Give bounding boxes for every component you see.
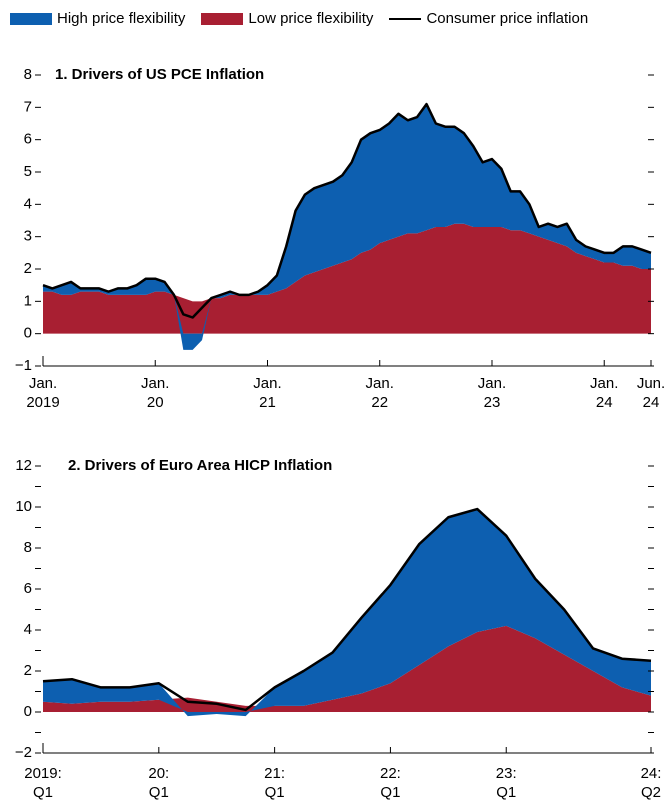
y-tick-label: 7 <box>24 98 32 115</box>
y-tick-label: 0 <box>24 703 32 720</box>
legend-item: High price flexibility <box>10 10 185 27</box>
y-tick-label: 6 <box>24 580 32 597</box>
area <box>43 509 651 717</box>
legend-swatch <box>201 12 244 25</box>
x-tick-label: Jan. 21 <box>253 375 282 411</box>
y-tick-label: 2 <box>24 260 32 277</box>
line <box>42 102 652 319</box>
x-tick-label: Jan. 23 <box>477 375 507 411</box>
y-tick-label: 6 <box>24 131 32 148</box>
y-tick-label: 3 <box>24 228 32 245</box>
x-tick-label: 23: Q1 <box>495 765 517 801</box>
legend: High price flexibility Low price flexibi… <box>10 10 604 27</box>
y-tick-label: 1 <box>24 292 32 309</box>
area <box>43 223 651 334</box>
area <box>43 104 651 350</box>
legend-swatch <box>10 12 52 25</box>
legend-item: Consumer price inflation <box>389 10 588 27</box>
x-tick-label: 20: Q1 <box>148 765 170 801</box>
y-tick-label: 0 <box>24 325 32 342</box>
x-tick-label: Jan. 20 <box>141 375 170 411</box>
legend-label: High price flexibility <box>57 10 186 27</box>
y-tick-label: 4 <box>24 621 32 638</box>
y-tick-label: 10 <box>15 498 32 515</box>
y-tick-label: 12 <box>15 457 32 474</box>
x-tick-label: 22: Q1 <box>379 765 401 801</box>
x-tick-label: 21: Q1 <box>264 765 286 801</box>
y-tick-label: 2 <box>24 662 32 679</box>
y-tick-label: 4 <box>24 195 32 212</box>
x-tick-label: Jan. 24 <box>590 375 619 411</box>
x-tick-label: 2019: Q1 <box>24 765 62 801</box>
y-tick-label: 8 <box>24 539 32 556</box>
legend-label: Consumer price inflation <box>426 10 589 27</box>
x-tick-label: 24: Q2 <box>640 765 662 801</box>
y-tick-label: 5 <box>24 163 32 180</box>
line <box>42 507 652 712</box>
legend-swatch <box>389 17 422 20</box>
chart-title: 2. Drivers of Euro Area HICP Inflation <box>68 457 332 474</box>
y-tick-label: −1 <box>15 357 32 374</box>
x-tick-label: Jun. 24 <box>636 375 666 411</box>
x-tick-label: Jan. 22 <box>365 375 394 411</box>
legend-label: Low price flexibility <box>248 10 374 27</box>
y-tick-label: −2 <box>15 744 32 761</box>
legend-item: Low price flexibility <box>201 10 373 27</box>
x-tick-label: Jan. 2019 <box>26 375 60 411</box>
area <box>43 625 651 712</box>
y-tick-label: 8 <box>24 66 32 83</box>
chart-title: 1. Drivers of US PCE Inflation <box>55 66 264 83</box>
